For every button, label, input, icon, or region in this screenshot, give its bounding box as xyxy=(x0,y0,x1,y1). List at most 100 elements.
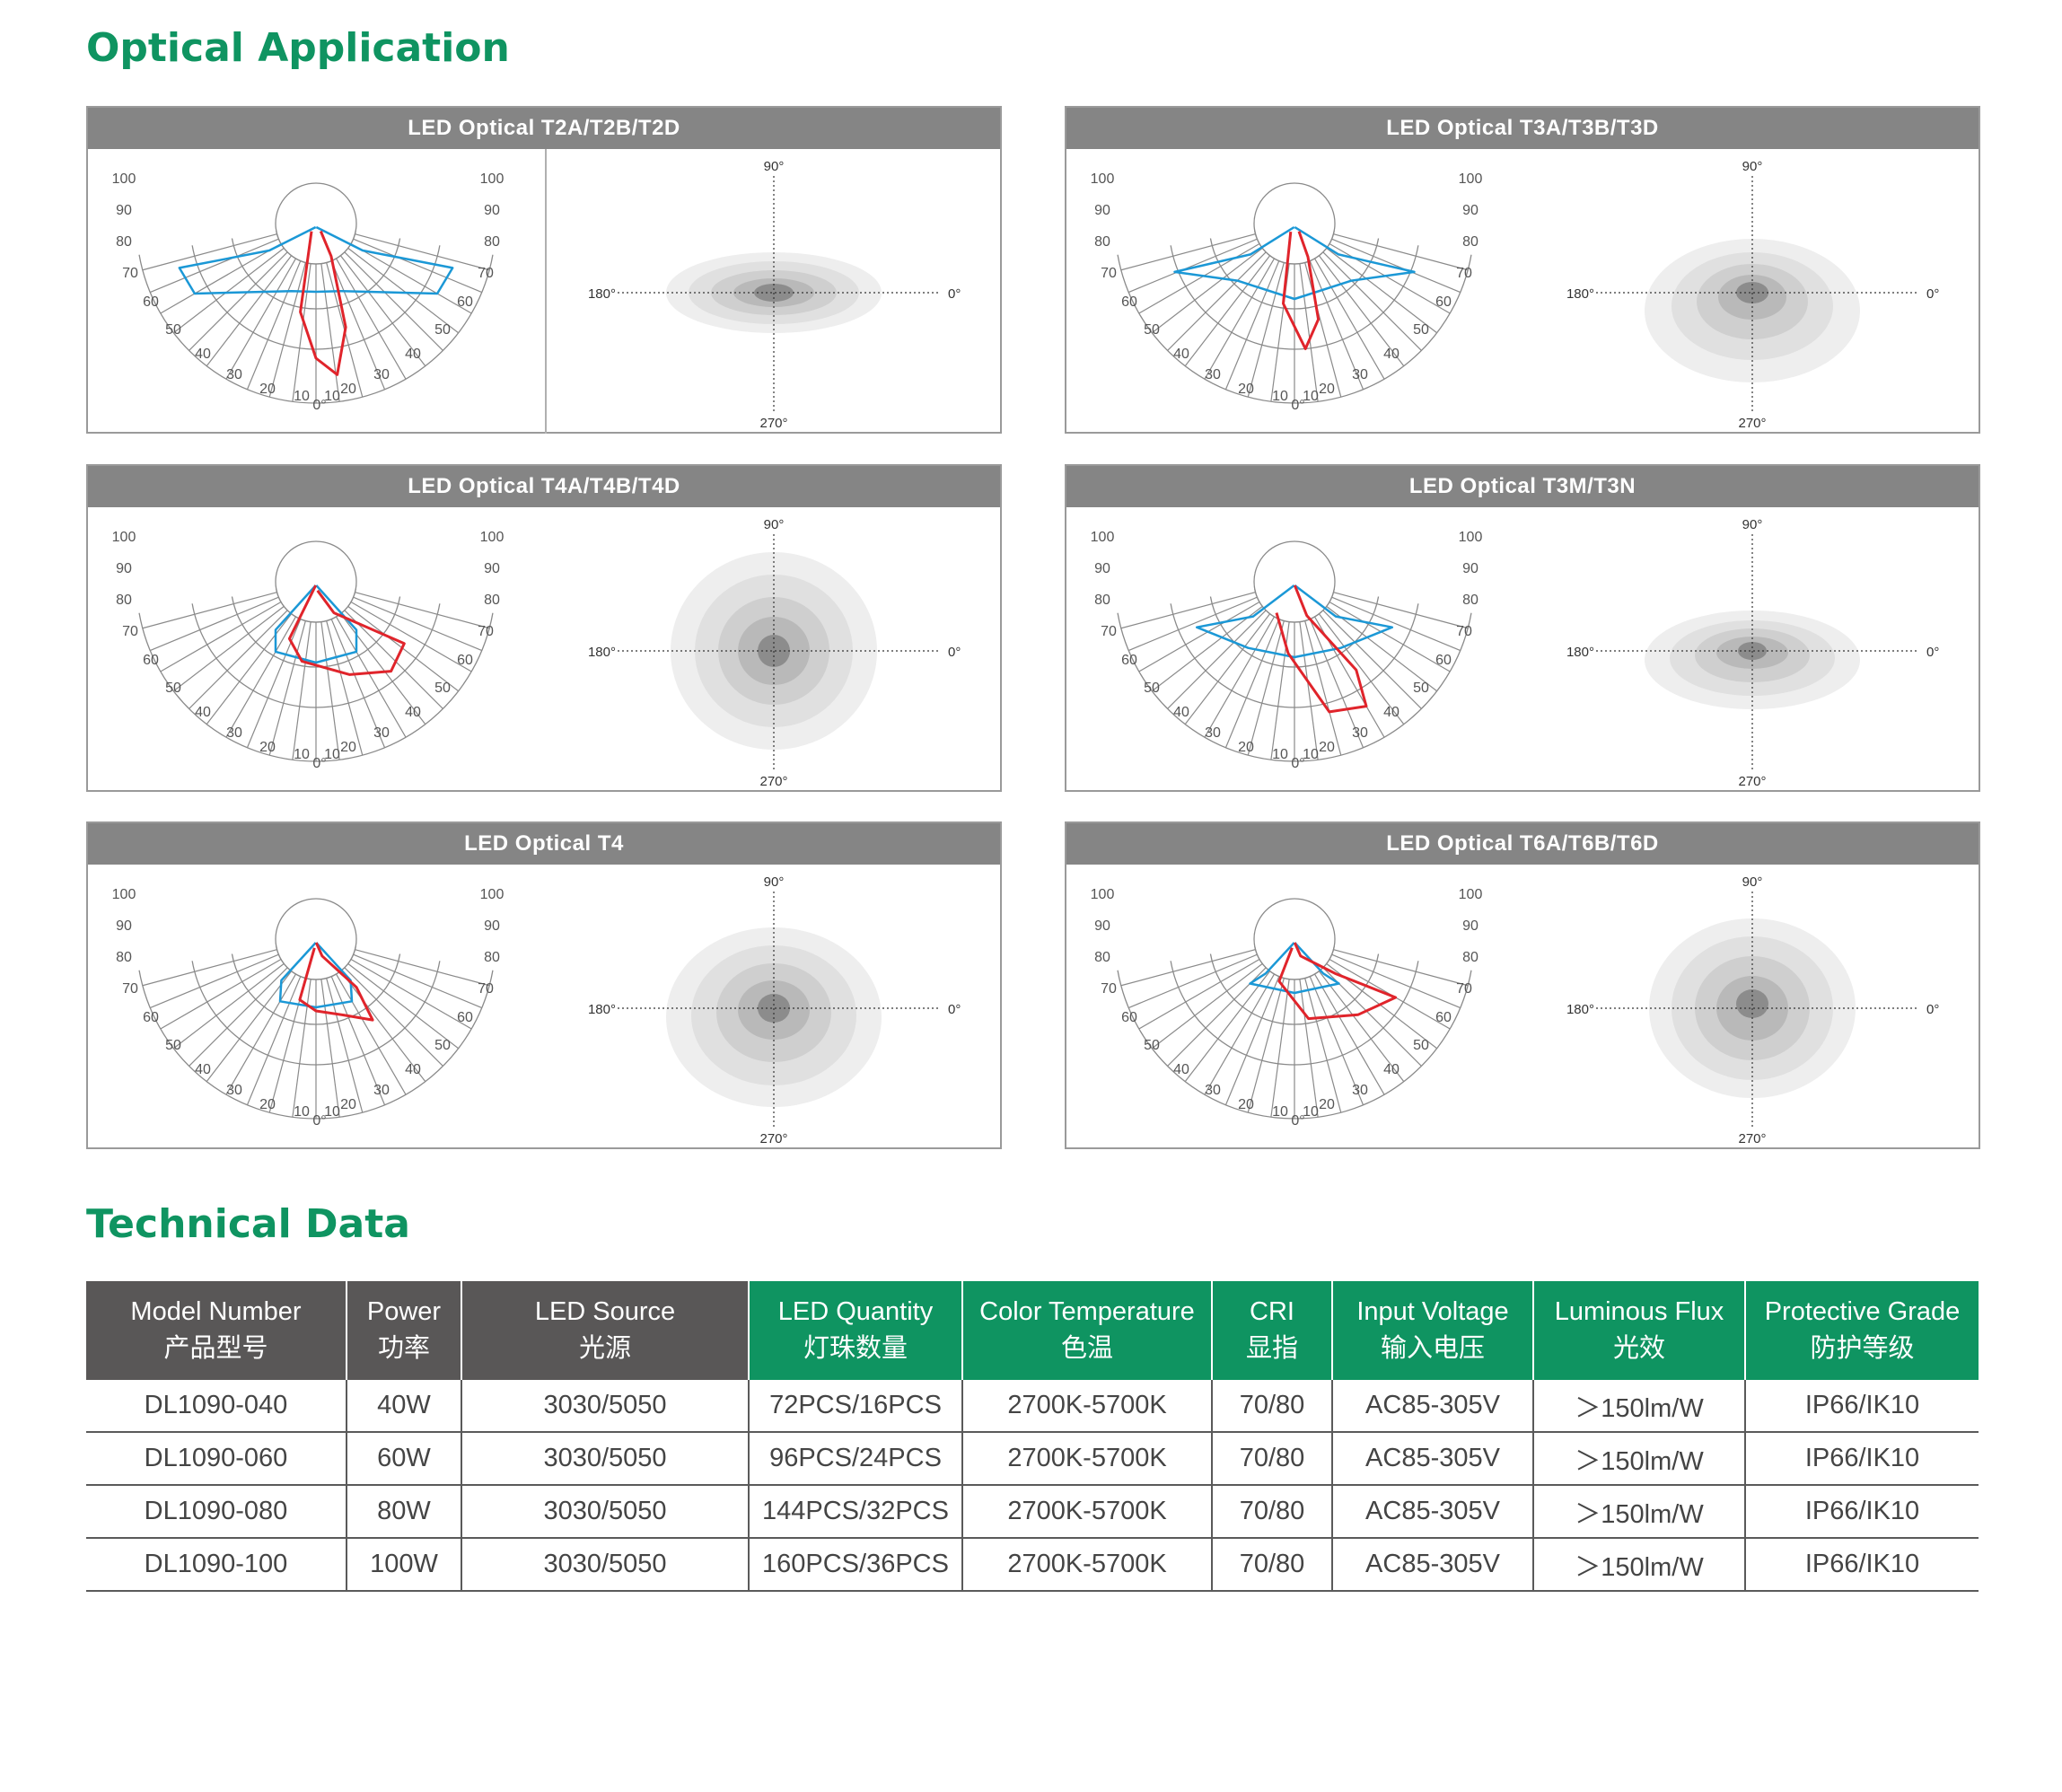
polar-spoke xyxy=(1184,971,1271,1083)
polar-spoke xyxy=(149,596,279,652)
polar-ring xyxy=(1209,238,1380,310)
polar-left-label: 50 xyxy=(165,681,181,696)
polar-spoke xyxy=(1304,620,1342,756)
table-cell: 100W xyxy=(347,1538,462,1592)
polar-left-label: 30 xyxy=(226,725,242,741)
polar-spoke xyxy=(160,958,282,1030)
table-row: DL1090-060 60W 3030/5050 96PCS/24PCS 2700K-5… xyxy=(86,1432,1979,1486)
polar-right-label: 80 xyxy=(1462,950,1478,965)
table-cell: IP66/IK10 xyxy=(1745,1538,1979,1592)
polar-spoke xyxy=(1204,616,1276,738)
polar-left-label: 90 xyxy=(1094,561,1110,576)
polar-spoke xyxy=(320,979,340,1118)
polar-spoke xyxy=(225,973,297,1095)
polar-spoke xyxy=(1309,976,1364,1106)
optical-panel: LED Optical T3A/T3B/T3D 100 90 80 70 60 50 40 30… xyxy=(1065,106,1980,434)
polar-ring xyxy=(1170,245,1419,350)
polar-spoke xyxy=(347,962,460,1050)
polar-spoke xyxy=(339,613,426,725)
polar-right-label: 30 xyxy=(1352,1083,1368,1098)
polar-spoke xyxy=(206,613,293,725)
optical-panel: LED Optical T3M/T3N 100 90 80 70 60 50 40 30 20 10… xyxy=(1065,464,1980,792)
table-cell: DL1090-080 xyxy=(86,1485,347,1539)
polar-right-label: 30 xyxy=(373,725,390,741)
polar-ring xyxy=(1170,603,1419,708)
polar-ring xyxy=(191,961,441,1066)
table-header-cell: Protective Grade 防护等级 xyxy=(1745,1281,1979,1380)
polar-spoke xyxy=(1318,971,1405,1083)
polar-spoke xyxy=(1128,238,1258,294)
polar-left-label: 90 xyxy=(116,918,132,934)
isolux-diagram: 90° 270° 180° 0° xyxy=(1566,874,1939,1146)
polar-left-label: 80 xyxy=(1094,950,1110,965)
isolux-label-right: 0° xyxy=(1926,645,1939,660)
table-cell: 2700K-5700K xyxy=(962,1485,1213,1539)
polar-ring xyxy=(1209,596,1380,668)
polar-left-label: 90 xyxy=(116,203,132,218)
polar-spoke xyxy=(355,592,490,629)
isolux-label-top: 90° xyxy=(1742,517,1763,532)
polar-spoke xyxy=(1120,949,1256,987)
polar-center-ring xyxy=(1253,540,1336,623)
polar-curve-blue xyxy=(1195,584,1394,659)
polar-spoke xyxy=(149,238,279,294)
polar-ring xyxy=(138,612,494,762)
polar-spoke xyxy=(206,255,293,367)
polar-curve-blue xyxy=(274,584,358,664)
polar-left-label: 20 xyxy=(259,382,276,397)
polar-right-label: 30 xyxy=(1352,725,1368,741)
polar-curve-red xyxy=(1282,231,1321,350)
table-body: DL1090-040 40W 3030/5050 72PCS/16PCS 2700K-5… xyxy=(86,1380,1979,1592)
table-cell: IP66/IK10 xyxy=(1745,1432,1979,1486)
polar-spoke xyxy=(225,616,297,738)
polar-left-label: 20 xyxy=(1238,740,1254,755)
polar-left-label: 80 xyxy=(116,950,132,965)
polar-right-label: 70 xyxy=(478,624,494,639)
polar-spoke xyxy=(172,962,285,1050)
header-label-en: Luminous Flux xyxy=(1554,1297,1724,1326)
polar-spoke xyxy=(1318,255,1405,367)
polar-spoke xyxy=(1184,613,1271,725)
polar-right-label: 70 xyxy=(1456,624,1472,639)
polar-spoke xyxy=(1138,242,1260,314)
optical-panel-title: LED Optical T2A/T2B/T2D xyxy=(88,108,1000,149)
polar-spoke xyxy=(1322,610,1422,709)
polar-center-ring xyxy=(275,540,357,623)
table-cell: 160PCS/36PCS xyxy=(749,1538,963,1592)
polar-right-label: 80 xyxy=(484,593,500,608)
polar-curve-red xyxy=(1277,942,1398,1021)
header-label-cn: 灯珠数量 xyxy=(803,1334,908,1363)
polar-right-label: 20 xyxy=(1319,740,1335,755)
isolux-diagram: 90° 270° 180° 0° xyxy=(588,874,961,1146)
header-label-cn: 显指 xyxy=(1245,1334,1298,1363)
polar-spoke xyxy=(355,233,490,271)
polar-left-label: 70 xyxy=(122,624,138,639)
header-label-en: Color Temperature xyxy=(979,1297,1195,1326)
technical-data-table: Model Number 产品型号 Power 功率 LED Source 光源 LED Q… xyxy=(86,1281,1979,1592)
polar-spoke xyxy=(1151,605,1263,692)
polar-center-ring xyxy=(1253,182,1336,265)
polar-bottom-label: 0° xyxy=(312,1113,326,1129)
isolux-label-bottom: 270° xyxy=(759,1131,787,1146)
polar-left-label: 100 xyxy=(112,171,136,187)
polar-spoke xyxy=(1138,601,1260,672)
polar-spoke xyxy=(189,610,288,709)
polar-spoke xyxy=(353,238,483,294)
polar-left-label: 10 xyxy=(1272,1104,1288,1120)
polar-right-label: 10 xyxy=(324,747,340,762)
polar-bottom-label: 0° xyxy=(312,756,326,771)
polar-spoke xyxy=(1299,979,1319,1118)
header-label-cn: 光源 xyxy=(578,1334,631,1363)
polar-left-label: 40 xyxy=(1173,705,1189,720)
table-cell: 144PCS/32PCS xyxy=(749,1485,963,1539)
header-label-en: Power xyxy=(366,1297,442,1326)
polar-left-label: 70 xyxy=(1101,624,1117,639)
table-cell: 80W xyxy=(347,1485,462,1539)
polar-center-ring xyxy=(275,898,357,980)
polar-spoke xyxy=(1329,601,1451,672)
table-header-cell: CRI 显指 xyxy=(1212,1281,1333,1380)
polar-left-label: 50 xyxy=(165,322,181,338)
polar-spoke xyxy=(350,958,472,1030)
polar-right-label: 60 xyxy=(457,294,473,310)
